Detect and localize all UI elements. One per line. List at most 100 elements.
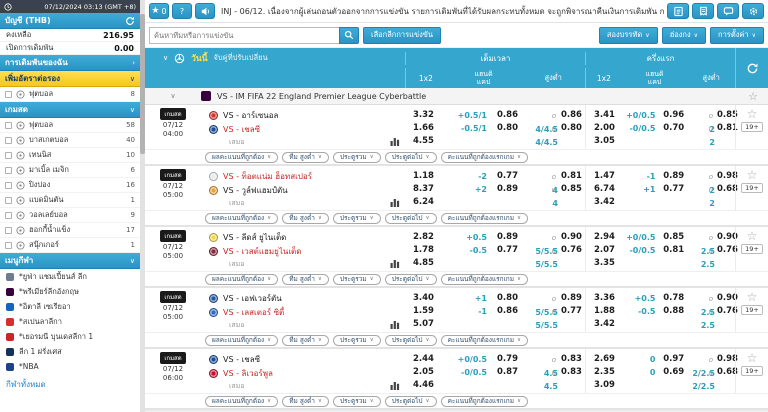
odds-fh-1x2-away[interactable]: 1.88 (594, 306, 615, 316)
league-menu-item[interactable]: *เยอรมนี บุนเดสลีกา 1 (0, 329, 140, 344)
odds-ft-1x2-home[interactable]: 1.18 (413, 171, 434, 181)
market-pill-correct-score[interactable]: ผลคะแนนที่ถูกต้อง ∨ (205, 334, 279, 346)
odds-fh-hdp-home[interactable]: 0.96 (663, 110, 685, 120)
sidebar-sport-row[interactable]: มาเบิ้ล เมจิก 6 (0, 163, 140, 178)
sport-checkbox[interactable] (5, 196, 12, 204)
odds-fh-hdp-away[interactable]: 0.69 (663, 367, 685, 377)
odds-ft-hdp-home[interactable]: 0.80 (497, 293, 518, 303)
odds-ft-1x2-away[interactable]: 1.59 (413, 306, 434, 316)
sport-checkbox[interactable] (5, 211, 12, 219)
stats-chart-icon[interactable] (390, 381, 400, 390)
search-button[interactable] (339, 26, 359, 44)
odds-ft-1x2-draw[interactable]: 4.55 (413, 136, 434, 146)
odds-ft-hdp-home[interactable]: 0.77 (497, 171, 518, 181)
my-bets-bar[interactable]: การเดิมพันของฉัน › (0, 55, 140, 71)
odds-fh-1x2-away[interactable]: 2.35 (594, 367, 615, 377)
search-input[interactable] (149, 26, 339, 44)
market-pill-total-goals[interactable]: ประตูรวม ∨ (332, 334, 381, 346)
match-favorite-star-icon[interactable]: ☆ (746, 290, 758, 304)
odds-fh-1x2-draw[interactable]: 3.09 (594, 380, 615, 390)
odds-ft-1x2-home[interactable]: 3.40 (413, 293, 434, 303)
market-pill-correct-score[interactable]: ผลคะแนนที่ถูกต้อง ∨ (205, 212, 279, 224)
odds-ft-under[interactable]: 0.83 (561, 367, 582, 377)
match-favorite-star-icon[interactable]: ☆ (746, 351, 758, 365)
odds-fh-over[interactable]: 0.98 (716, 354, 738, 364)
odds-fh-under[interactable]: 0.81 (716, 123, 738, 133)
market-pill-next-goal[interactable]: ประตูต่อไป ∨ (384, 395, 437, 407)
market-pill-correct-score-first[interactable]: คะแนนที่ถูกต้องแรกเกม ∨ (440, 151, 529, 163)
sidebar-sport-row[interactable]: ฟุตบอล 58 (0, 118, 140, 133)
market-pill-correct-score[interactable]: ผลคะแนนที่ถูกต้อง ∨ (205, 273, 279, 285)
odds-ft-hdp-home[interactable]: 0.86 (497, 110, 518, 120)
odds-fh-hdp-away[interactable]: 0.70 (663, 123, 685, 133)
market-pill-correct-score-first[interactable]: คะแนนที่ถูกต้องแรกเกม ∨ (440, 212, 529, 224)
sport-checkbox[interactable] (5, 121, 12, 129)
home-team[interactable]: VS - อาร์เซนอล (201, 108, 405, 122)
odds-ft-over[interactable]: 0.89 (561, 293, 582, 303)
odds-fh-1x2-home[interactable]: 3.36 (594, 293, 615, 303)
odds-type-dropdown[interactable]: ฮ่องกง ∨ (661, 26, 707, 44)
league-menu-item[interactable]: *อิตาลี เซเรียอา (0, 299, 140, 314)
odds-fh-over[interactable]: 0.85 (716, 110, 738, 120)
odds-ft-1x2-home[interactable]: 2.44 (413, 354, 434, 364)
favorites-button[interactable]: ★ 0 (149, 3, 169, 19)
stats-chart-icon[interactable] (390, 137, 400, 146)
sidebar-sport-row[interactable]: ฟุตบอล 8 (0, 87, 140, 102)
odds-fh-under[interactable]: 0.76 (716, 245, 738, 255)
odds-fh-1x2-draw[interactable]: 3.35 (594, 258, 615, 268)
collapse-all-icon[interactable]: ∨ (163, 54, 169, 62)
sport-checkbox[interactable] (5, 241, 12, 249)
away-team[interactable]: VS - ลิเวอร์พูล (201, 366, 405, 380)
market-pill-total-goals[interactable]: ประตูรวม ∨ (332, 212, 381, 224)
odds-fh-hdp-home[interactable]: 0.97 (663, 354, 685, 364)
sidebar-sport-row[interactable]: ฮอกกี้น้ำแข็ง 17 (0, 223, 140, 238)
market-pill-team-totals[interactable]: ทีม สูงต่ำ ∨ (282, 395, 329, 407)
sport-checkbox[interactable] (5, 151, 12, 159)
odds-ft-1x2-away[interactable]: 1.78 (413, 245, 434, 255)
market-pill-correct-score-first[interactable]: คะแนนที่ถูกต้องแรกเกม ∨ (440, 273, 529, 285)
odds-fh-1x2-away[interactable]: 6.74 (594, 184, 615, 194)
odds-fh-hdp-home[interactable]: 0.89 (663, 171, 685, 181)
odds-fh-hdp-away[interactable]: 0.77 (663, 184, 685, 194)
odds-ft-1x2-away[interactable]: 8.37 (413, 184, 434, 194)
odds-fh-1x2-home[interactable]: 3.41 (594, 110, 615, 120)
market-pill-next-goal[interactable]: ประตูต่อไป ∨ (384, 212, 437, 224)
odds-ft-hdp-away[interactable]: 0.87 (497, 367, 518, 377)
match-favorite-star-icon[interactable]: ☆ (746, 107, 758, 121)
boosted-odds-bar[interactable]: เพิ่มอัตราต่อรอง ∨ (0, 71, 140, 87)
odds-ft-over[interactable]: 0.83 (561, 354, 582, 364)
sidebar-sport-row[interactable]: ปิงปอง 16 (0, 178, 140, 193)
odds-ft-1x2-away[interactable]: 1.66 (413, 123, 434, 133)
market-pill-correct-score-first[interactable]: คะแนนที่ถูกต้องแรกเกม ∨ (440, 334, 529, 346)
live-games-bar[interactable]: เกมสด ∨ (0, 102, 140, 118)
odds-fh-under[interactable]: 0.76 (716, 306, 738, 316)
odds-fh-1x2-home[interactable]: 2.69 (594, 354, 615, 364)
bet-list-button[interactable] (667, 3, 689, 19)
select-league-button[interactable]: เลือกลีกการแข่งขัน (363, 26, 441, 44)
league-favorite-star-icon[interactable]: ☆ (748, 89, 758, 103)
odds-ft-1x2-draw[interactable]: 5.07 (413, 319, 434, 329)
stats-chart-icon[interactable] (390, 320, 400, 329)
odds-fh-hdp-away[interactable]: 0.88 (663, 306, 685, 316)
odds-fh-hdp-home[interactable]: 0.78 (663, 293, 685, 303)
market-pill-correct-score-first[interactable]: คะแนนที่ถูกต้องแรกเกม ∨ (440, 395, 529, 407)
home-team[interactable]: VS - เชลซี (201, 352, 405, 366)
odds-ft-hdp-home[interactable]: 0.89 (497, 232, 518, 242)
market-pill-total-goals[interactable]: ประตูรวม ∨ (332, 395, 381, 407)
sport-checkbox[interactable] (5, 226, 12, 234)
odds-ft-1x2-away[interactable]: 2.05 (413, 367, 434, 377)
sport-checkbox[interactable] (5, 166, 12, 174)
odds-ft-hdp-away[interactable]: 0.77 (497, 245, 518, 255)
help-button[interactable]: ? (172, 3, 192, 19)
market-pill-team-totals[interactable]: ทีม สูงต่ำ ∨ (282, 273, 329, 285)
odds-ft-under[interactable]: 0.80 (561, 123, 582, 133)
odds-fh-1x2-home[interactable]: 1.47 (594, 171, 615, 181)
scrollbar-thumb[interactable] (140, 14, 145, 154)
odds-fh-1x2-home[interactable]: 2.94 (594, 232, 615, 242)
league-menu-item[interactable]: ลีก 1 ฝรั่งเศส (0, 344, 140, 359)
odds-fh-1x2-draw[interactable]: 3.42 (594, 319, 615, 329)
league-header-row[interactable]: ∨ VS - IM FIFA 22 England Premier League… (145, 88, 768, 105)
odds-ft-hdp-away[interactable]: 0.86 (497, 306, 518, 316)
match-favorite-star-icon[interactable]: ☆ (746, 229, 758, 243)
odds-fh-hdp-home[interactable]: 0.85 (663, 232, 685, 242)
